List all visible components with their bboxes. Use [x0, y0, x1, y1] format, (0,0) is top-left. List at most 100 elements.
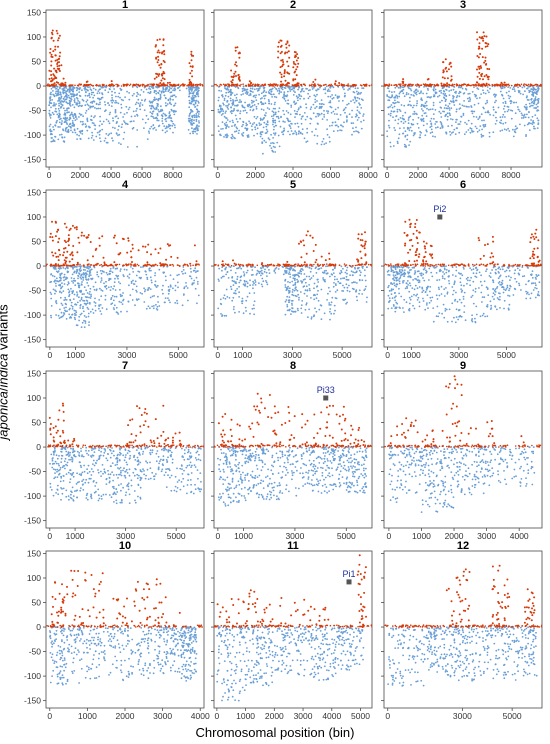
data-point-negative: [164, 127, 167, 130]
data-point-positive: [395, 84, 397, 86]
data-point-negative: [164, 275, 167, 278]
data-point-negative: [161, 117, 164, 120]
data-point-positive: [235, 61, 237, 64]
data-point-negative: [307, 92, 309, 95]
data-point-positive: [159, 247, 162, 250]
data-point-negative: [131, 94, 134, 97]
data-point-positive: [131, 247, 134, 250]
data-point-negative: [398, 101, 400, 104]
data-point-negative: [346, 103, 348, 106]
data-point-negative: [94, 297, 96, 300]
data-point-negative: [245, 122, 248, 125]
data-point-positive: [280, 76, 283, 79]
data-point-negative: [287, 111, 290, 114]
data-point-negative: [86, 302, 89, 305]
data-point-negative: [266, 123, 269, 126]
data-point-negative: [59, 126, 61, 128]
data-point-positive: [70, 84, 73, 87]
data-point-negative: [268, 138, 271, 141]
data-point-negative: [187, 129, 190, 131]
data-point-negative: [492, 114, 495, 117]
data-point-positive: [156, 39, 159, 41]
data-point-positive: [55, 77, 58, 79]
data-point-positive: [147, 243, 150, 246]
data-point-negative: [49, 291, 52, 294]
data-point-negative: [244, 109, 247, 112]
data-point-negative: [396, 142, 399, 145]
data-point-negative: [298, 94, 301, 96]
data-point-negative: [504, 100, 507, 103]
data-point-negative: [517, 89, 520, 92]
data-point-negative: [284, 100, 287, 102]
data-point-positive: [280, 73, 283, 76]
data-point-negative: [155, 303, 157, 306]
data-point-positive: [487, 43, 490, 46]
data-point-positive: [98, 237, 101, 240]
data-point-negative: [53, 140, 56, 143]
data-point-positive: [86, 259, 89, 262]
data-point-negative: [221, 108, 224, 110]
data-point-negative: [303, 292, 306, 295]
data-point-negative: [260, 283, 263, 286]
data-point-negative: [289, 269, 292, 271]
data-point-negative: [191, 87, 193, 90]
data-point-negative: [65, 87, 68, 89]
data-point-negative: [54, 107, 57, 110]
data-point-negative: [136, 145, 139, 148]
data-point-negative: [460, 86, 463, 88]
data-point-negative: [89, 88, 92, 90]
data-point-negative: [343, 286, 346, 289]
data-point-positive: [88, 263, 90, 265]
data-point-negative: [365, 301, 368, 303]
data-point-positive: [176, 264, 179, 266]
data-point-negative: [253, 134, 255, 137]
data-point-negative: [263, 139, 266, 142]
data-point-negative: [336, 129, 339, 132]
data-point-positive: [67, 264, 69, 267]
data-point-negative: [273, 95, 276, 98]
data-point-negative: [67, 128, 70, 131]
data-point-positive: [54, 252, 57, 255]
data-point-negative: [81, 321, 84, 324]
data-point-negative: [143, 301, 146, 303]
data-point-positive: [110, 263, 113, 266]
data-point-positive: [280, 50, 283, 53]
data-point-negative: [140, 89, 143, 91]
data-point-negative: [291, 291, 294, 293]
x-tick-label: 2000: [246, 170, 265, 180]
data-point-positive: [160, 79, 163, 82]
data-point-negative: [82, 268, 85, 271]
data-point-negative: [152, 100, 154, 103]
data-point-positive: [113, 84, 115, 87]
data-point-negative: [150, 107, 152, 110]
data-point-positive: [135, 83, 138, 85]
data-point-negative: [284, 313, 287, 316]
data-point-negative: [274, 134, 276, 136]
data-point-positive: [124, 83, 126, 86]
data-point-negative: [400, 104, 403, 106]
data-point-positive: [234, 63, 237, 66]
data-point-negative: [238, 129, 241, 132]
data-point-positive: [277, 84, 279, 86]
data-point-negative: [103, 282, 105, 285]
data-point-negative: [117, 277, 119, 280]
data-point-negative: [492, 131, 495, 134]
data-point-negative: [227, 95, 230, 98]
data-point-negative: [398, 133, 401, 136]
data-point-negative: [138, 105, 141, 108]
data-point-negative: [317, 289, 319, 292]
data-point-negative: [71, 104, 74, 106]
data-point-negative: [63, 273, 66, 276]
data-point-negative: [85, 278, 87, 280]
data-point-positive: [323, 84, 326, 86]
data-point-positive: [268, 84, 270, 86]
data-point-negative: [119, 288, 121, 291]
data-point-negative: [326, 133, 329, 136]
data-point-negative: [239, 117, 242, 120]
data-point-positive: [483, 35, 486, 38]
data-point-negative: [282, 273, 285, 276]
data-point-negative: [306, 127, 308, 130]
data-point-positive: [56, 63, 59, 65]
data-point-negative: [113, 308, 115, 311]
data-point-negative: [157, 99, 160, 102]
